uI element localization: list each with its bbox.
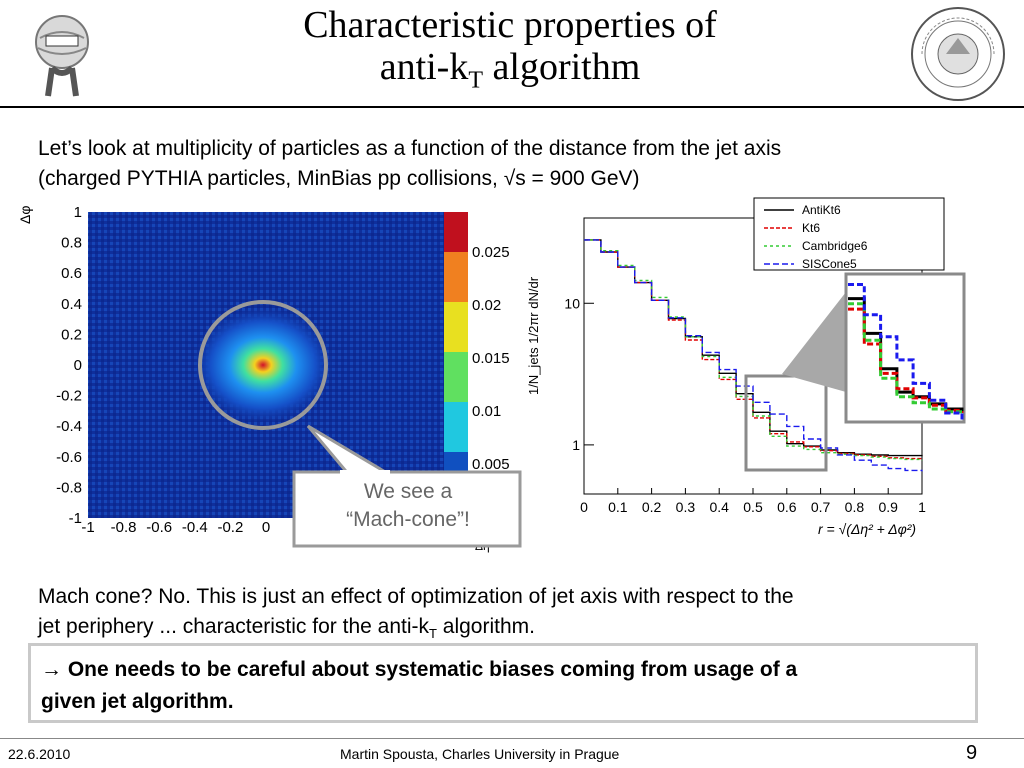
arrow-icon: →	[41, 658, 62, 681]
highlight-circle	[198, 300, 328, 430]
legend-label: AntiKt6	[802, 203, 841, 217]
page-number: 9	[966, 742, 978, 764]
zoom-inset-series	[848, 283, 964, 420]
chart-ytick-label: 10	[564, 295, 580, 311]
inset-series-cambridge6	[848, 302, 964, 415]
radial-profile-chart: 1/N_jets 1/2πr dN/dr 10 1 0 0.1 0.2 0.3 0.4 0.…	[526, 197, 966, 537]
chart-xtick-label: 0.8	[845, 499, 865, 515]
colorbar-ticks: 0.025 0.02 0.015 0.01 0.005	[472, 244, 510, 473]
heatmap-xtick-label: -0.8	[111, 519, 137, 536]
inset-series-kt6	[848, 307, 964, 413]
explanation-line-2a: jet periphery ... characteristic for the…	[38, 615, 429, 638]
callout-line-2: “Mach-cone”!	[346, 508, 470, 531]
zoom-connector	[782, 292, 846, 392]
intro-line-2: (charged PYTHIA particles, MinBias pp co…	[38, 167, 640, 190]
intro-text: Let’s look at multiplicity of particles …	[38, 134, 998, 194]
explanation-line-2b: algorithm.	[436, 615, 535, 638]
callout-line-1: We see a	[363, 480, 453, 503]
legend-label: Kt6	[802, 221, 820, 235]
explanation-subscript: T	[429, 626, 437, 642]
chart-xtick-label: 0.7	[811, 499, 831, 515]
title-line-2a: anti-k	[379, 46, 469, 88]
explanation-text: Mach cone? No. This is just an effect of…	[38, 582, 998, 649]
explanation-line-1: Mach cone? No. This is just an effect of…	[38, 585, 794, 608]
chart-ytick-label: 1	[572, 437, 580, 453]
heatmap-ytick-label: -1	[69, 510, 82, 527]
colorbar-tick-label: 0.015	[472, 350, 510, 367]
heatmap-xtick-label: -0.2	[217, 519, 243, 536]
intro-line-1: Let’s look at multiplicity of particles …	[38, 137, 782, 160]
heatmap-ytick-label: -0.6	[56, 449, 82, 466]
heatmap-ylabel: Δφ	[20, 206, 33, 224]
zoom-source-box	[744, 374, 828, 472]
heatmap-xtick-label: -0.4	[182, 519, 208, 536]
footer-author: Martin Spousta, Charles University in Pr…	[340, 746, 620, 762]
legend-label: Cambridge6	[802, 239, 868, 253]
heatmap-figure: Δφ 1 0.8 0.6 0.4 0.2 0 -0.2 -0.4 -0.6 -0.8 -1 -1 -0…	[20, 204, 522, 553]
colorbar-tick-label: 0.01	[472, 403, 501, 420]
heatmap-y-ticks: 1 0.8 0.6 0.4 0.2 0 -0.2 -0.4 -0.6 -0.8 -1	[56, 204, 82, 527]
heatmap-xtick-label: -1	[81, 519, 94, 536]
chart-xtick-label: 0.9	[878, 499, 898, 515]
heatmap-x-ticks: -1 -0.8 -0.6 -0.4 -0.2 0	[81, 519, 270, 536]
heatmap-xtick-label: 0	[262, 519, 270, 536]
colorbar-tick-label: 0.025	[472, 244, 510, 261]
chart-xtick-label: 0.3	[676, 499, 696, 515]
conclusion-text-2: given jet algorithm.	[41, 690, 234, 713]
header-rule	[0, 106, 1024, 108]
colorbar-top	[444, 212, 468, 252]
title-line-2: anti-kT algorithm	[180, 46, 840, 102]
conclusion-text-1: One needs to be careful about systematic…	[67, 658, 798, 681]
footer-rule	[0, 738, 1024, 739]
heatmap-ytick-label: -0.2	[56, 388, 82, 405]
university-seal	[908, 4, 1008, 104]
title-line-2b: algorithm	[483, 46, 641, 88]
chart-xtick-label: 0.6	[777, 499, 797, 515]
chart-series-group	[584, 239, 923, 472]
explanation-line-2: jet periphery ... characteristic for the…	[38, 612, 998, 649]
heatmap-ytick-label: -0.8	[56, 479, 82, 496]
legend-label: SISCone5	[802, 257, 857, 271]
colorbar-green	[444, 352, 468, 402]
heatmap-ytick-label: 0.2	[61, 326, 82, 343]
callout-pointer-mask	[340, 470, 390, 476]
heatmap-ytick-label: 0	[74, 357, 82, 374]
chart-ylabel: 1/N_jets 1/2πr dN/dr	[526, 276, 541, 395]
callout-text: We see a “Mach-cone”!	[296, 478, 520, 534]
colorbar-cyan	[444, 402, 468, 452]
chart-legend: AntiKt6 Kt6 Cambridge6 SISCone5	[753, 197, 945, 271]
chart-xtick-label: 0.4	[709, 499, 729, 515]
heatmap-ytick-label: -0.4	[56, 418, 82, 435]
chart-x-ticks: 0 0.1 0.2 0.3 0.4 0.5 0.6 0.7 0.8 0.9 1	[580, 488, 926, 515]
title-subscript: T	[468, 67, 484, 94]
chart-series-cambridge6	[584, 239, 923, 461]
chart-xtick-label: 0	[580, 499, 588, 515]
chart-xtick-label: 0.1	[608, 499, 628, 515]
heatmap-xtick-label: -0.6	[146, 519, 172, 536]
atlas-logo	[22, 8, 102, 100]
colorbar-orange	[444, 252, 468, 302]
heatmap-ytick-label: 0.6	[61, 265, 82, 282]
inset-series-siscone5	[848, 283, 964, 420]
chart-y-ticks: 10 1	[564, 295, 594, 453]
chart-xtick-label: 0.5	[743, 499, 763, 515]
colorbar-yellow	[444, 302, 468, 352]
heatmap-ytick-label: 0.4	[61, 296, 82, 313]
chart-xtick-label: 1	[918, 499, 926, 515]
colorbar-tick-label: 0.005	[472, 456, 510, 473]
conclusion-box: → One needs to be careful about systemat…	[28, 643, 978, 723]
chart-xtick-label: 0.2	[642, 499, 662, 515]
footer-date: 22.6.2010	[8, 746, 71, 762]
chart-series-siscone5	[584, 239, 923, 472]
title-line-1: Characteristic properties of	[303, 4, 717, 46]
chart-xlabel: r = √(Δη² + Δφ²)	[818, 521, 916, 537]
colorbar-tick-label: 0.02	[472, 297, 501, 314]
callout-box	[292, 470, 522, 548]
page-title: Characteristic properties of anti-kT alg…	[180, 4, 840, 102]
heatmap-ytick-label: 1	[74, 204, 82, 221]
heatmap-ytick-label: 0.8	[61, 235, 82, 252]
heatmap-hotspot	[193, 307, 333, 423]
